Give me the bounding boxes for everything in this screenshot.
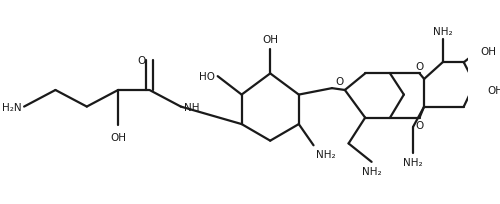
Text: OH: OH: [262, 35, 278, 45]
Text: O: O: [336, 77, 344, 87]
Text: NH₂: NH₂: [362, 167, 382, 177]
Text: O: O: [416, 61, 424, 71]
Text: O: O: [138, 56, 146, 66]
Text: NH₂: NH₂: [433, 27, 452, 37]
Text: OH: OH: [488, 85, 500, 95]
Text: H₂N: H₂N: [2, 102, 21, 112]
Text: NH₂: NH₂: [404, 157, 423, 167]
Text: OH: OH: [110, 133, 126, 143]
Text: HO: HO: [199, 72, 215, 82]
Text: NH₂: NH₂: [316, 149, 336, 159]
Text: OH: OH: [480, 47, 496, 57]
Text: O: O: [416, 121, 424, 131]
Text: NH: NH: [184, 102, 199, 112]
